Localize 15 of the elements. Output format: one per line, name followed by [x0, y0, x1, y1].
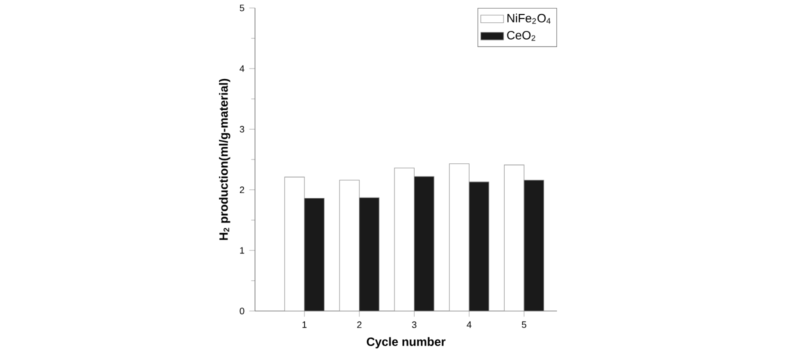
- y-tick-label: 5: [240, 4, 244, 12]
- y-tick-label: 0: [240, 308, 244, 314]
- x-axis-title: Cycle number: [366, 337, 446, 348]
- legend-label: NiFe$_{2}$O$_{4}$: [507, 14, 550, 24]
- x-tick-label: 5: [522, 321, 526, 328]
- x-tick-label: 2: [357, 321, 362, 328]
- y-tick-label: 1: [240, 247, 244, 254]
- x-tick-label: 3: [412, 321, 416, 328]
- legend-label: CeO$_{2}$: [507, 30, 536, 41]
- y-tick-label: 3: [240, 126, 244, 132]
- y-tick-label: 4: [240, 65, 244, 72]
- x-tick-label: 1: [302, 321, 307, 328]
- y-axis-title: H$_{2}$ production(ml/g-material): [219, 78, 230, 240]
- x-tick-label: 4: [466, 321, 472, 328]
- y-tick-label: 2: [240, 186, 244, 194]
